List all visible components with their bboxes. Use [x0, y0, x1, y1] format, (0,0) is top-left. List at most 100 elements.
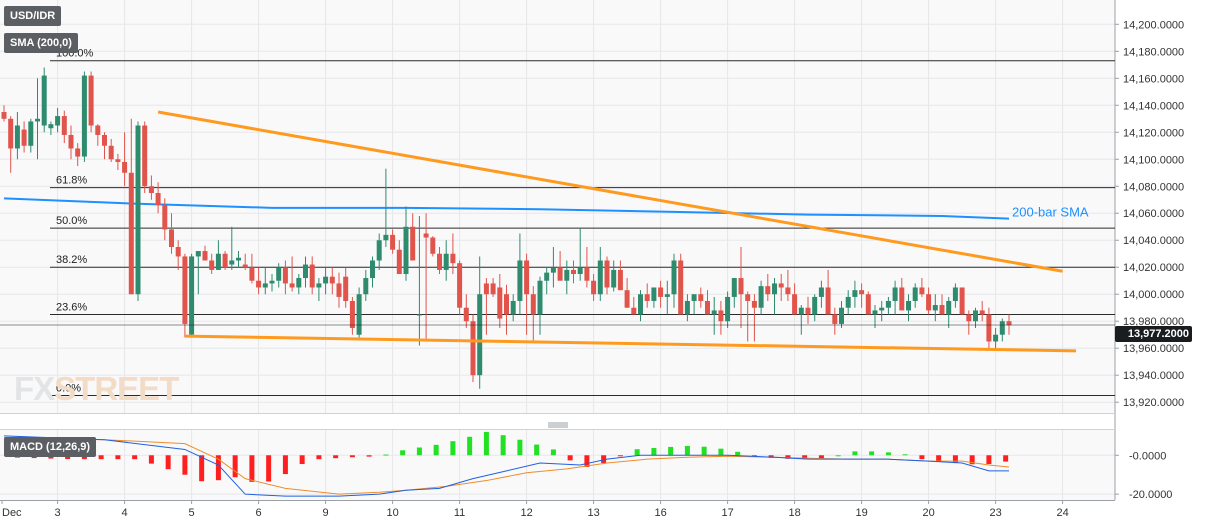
candle — [832, 307, 838, 335]
x-tick-label: 12 — [520, 507, 532, 519]
candle — [21, 121, 27, 153]
candle-body — [477, 294, 483, 376]
candle — [457, 260, 463, 315]
candle — [872, 305, 878, 328]
candle-body — [765, 286, 771, 295]
x-tick-label: Dec — [2, 507, 22, 519]
candle-body — [926, 294, 932, 311]
price-y-tick-label: 14,040.0000 — [1123, 235, 1184, 247]
candle — [986, 307, 992, 349]
candle — [356, 287, 362, 338]
macd-indicator-label[interactable]: MACD (12,26,9) — [4, 437, 97, 457]
candle-body — [1006, 321, 1012, 326]
candle-body — [88, 75, 94, 126]
candle — [75, 143, 81, 167]
candle-body — [818, 287, 824, 297]
candle-body — [423, 233, 429, 238]
candle-body — [209, 260, 215, 270]
watermark-fx: FX — [14, 370, 55, 407]
candle-body — [564, 269, 570, 281]
candle-body — [725, 296, 731, 322]
candle-body — [832, 314, 838, 324]
candle-body — [571, 269, 576, 274]
candle-body — [617, 269, 623, 291]
macd-histogram-bar — [584, 455, 590, 467]
candle — [88, 71, 94, 133]
macd-y-tick-label: -20.0000 — [1129, 489, 1172, 501]
candle — [269, 273, 275, 292]
candle-body — [792, 294, 798, 315]
macd-histogram-bar — [366, 455, 372, 457]
candle-body — [463, 307, 469, 322]
sma-indicator-label[interactable]: SMA (200,0) — [4, 33, 78, 53]
candle-body — [658, 287, 664, 297]
candle — [28, 118, 34, 153]
candle — [383, 168, 389, 247]
candle — [443, 240, 449, 281]
candle — [182, 253, 188, 338]
candle — [698, 287, 704, 308]
candle-body — [14, 125, 20, 149]
candle — [517, 233, 523, 315]
candle — [423, 213, 429, 342]
candle-body — [356, 294, 362, 335]
candle-body — [249, 267, 255, 281]
candle — [939, 294, 945, 315]
candle — [731, 278, 737, 308]
x-tick-label: 24 — [1056, 507, 1068, 519]
price-y-tick-label: 14,120.0000 — [1123, 127, 1184, 139]
symbol-label[interactable]: USD/IDR — [4, 6, 62, 26]
candle-body — [296, 278, 302, 288]
candle — [202, 245, 208, 261]
candle — [148, 175, 154, 200]
candle — [296, 273, 302, 295]
macd-histogram-bar — [701, 446, 707, 456]
candle — [932, 294, 938, 322]
last-price-tag: 13,977.2000 — [1115, 326, 1192, 342]
x-tick-label: 13 — [587, 507, 599, 519]
x-tick-label: 6 — [256, 507, 262, 519]
candle — [885, 296, 891, 315]
candle — [839, 300, 844, 328]
candle-body — [229, 260, 235, 265]
candle — [597, 246, 603, 301]
candle — [95, 124, 101, 146]
candle-body — [162, 205, 168, 230]
fib-level-label: 38.2% — [56, 254, 87, 266]
macd-histogram-bar — [818, 455, 824, 460]
candle-body — [751, 300, 757, 308]
macd-histogram-bar — [651, 447, 657, 456]
candle — [524, 253, 530, 335]
candle-body — [524, 260, 530, 295]
candle — [68, 125, 74, 160]
macd-histogram-bar — [333, 455, 339, 459]
candle — [497, 273, 503, 328]
candle — [55, 107, 61, 133]
candle-body — [631, 307, 637, 315]
candle-body — [973, 310, 978, 322]
x-tick-label: 19 — [855, 507, 867, 519]
candle-body — [390, 234, 396, 250]
candle-body — [282, 267, 288, 284]
macd-histogram-bar — [852, 451, 858, 456]
candle-body — [309, 264, 315, 288]
price-y-tick-label: 14,140.0000 — [1123, 100, 1184, 112]
candle — [256, 267, 262, 295]
candle-body — [932, 305, 938, 311]
candle-body — [859, 290, 865, 295]
candle — [229, 226, 235, 270]
candle — [651, 287, 657, 308]
candle — [262, 267, 268, 295]
macd-histogram-bar — [433, 444, 439, 456]
candle — [189, 253, 195, 338]
candle — [785, 269, 791, 301]
candle — [919, 278, 925, 297]
macd-histogram-bar — [215, 455, 221, 481]
macd-histogram-bar — [98, 455, 104, 460]
candle-body — [825, 287, 831, 315]
candle-body — [35, 118, 40, 122]
candle — [35, 78, 40, 160]
candle — [852, 280, 858, 308]
macd-histogram-bar — [249, 455, 255, 482]
